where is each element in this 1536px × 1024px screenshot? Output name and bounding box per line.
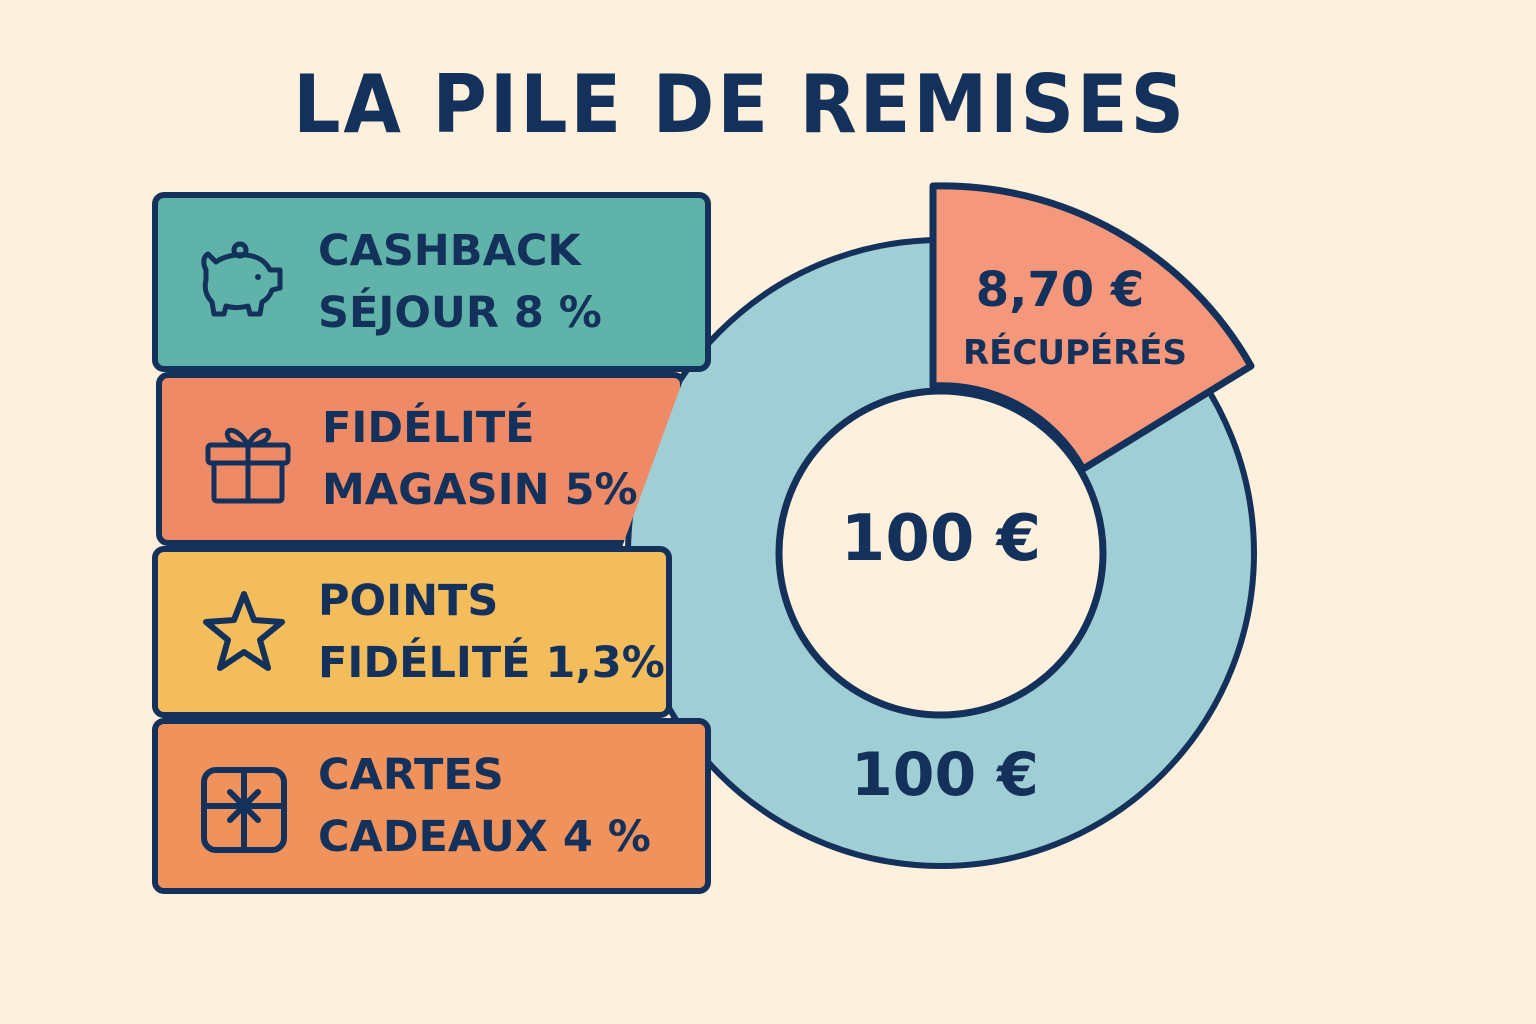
- card-line2: FIDÉLITÉ 1,3%: [318, 638, 665, 688]
- card-line1: CARTES: [318, 750, 504, 800]
- card-cashback: CASHBACK SÉJOUR 8 %: [152, 192, 711, 372]
- center-label: 100 €: [840, 502, 1042, 576]
- card-cartes-cadeaux: CARTES CADEAUX 4 %: [152, 718, 711, 894]
- donut-slice-recovered: [929, 182, 1255, 473]
- slice-label: RÉCUPÉRÉS: [962, 333, 1187, 373]
- card-line1: FIDÉLITÉ: [322, 403, 535, 453]
- card-points-fidelite: POINTS FIDÉLITÉ 1,3%: [152, 546, 672, 718]
- card-line2: SÉJOUR 8 %: [318, 288, 602, 338]
- ring-label: 100 €: [851, 740, 1039, 810]
- card-line2: MAGASIN 5%: [322, 465, 638, 515]
- gift-card-icon: [201, 767, 287, 853]
- card-line1: CASHBACK: [318, 226, 581, 276]
- star-icon: [203, 591, 285, 671]
- slice-value: 8,70 €: [975, 262, 1145, 318]
- card-fidelite-magasin: FIDÉLITÉ MAGASIN 5%: [156, 372, 686, 546]
- page-title: LA PILE DE REMISES: [293, 58, 1187, 151]
- donut-hole: [775, 387, 1107, 719]
- card-line1: POINTS: [318, 576, 499, 626]
- piggy-bank-icon: [201, 241, 283, 317]
- card-line2: CADEAUX 4 %: [318, 812, 651, 862]
- gift-icon: [205, 427, 291, 504]
